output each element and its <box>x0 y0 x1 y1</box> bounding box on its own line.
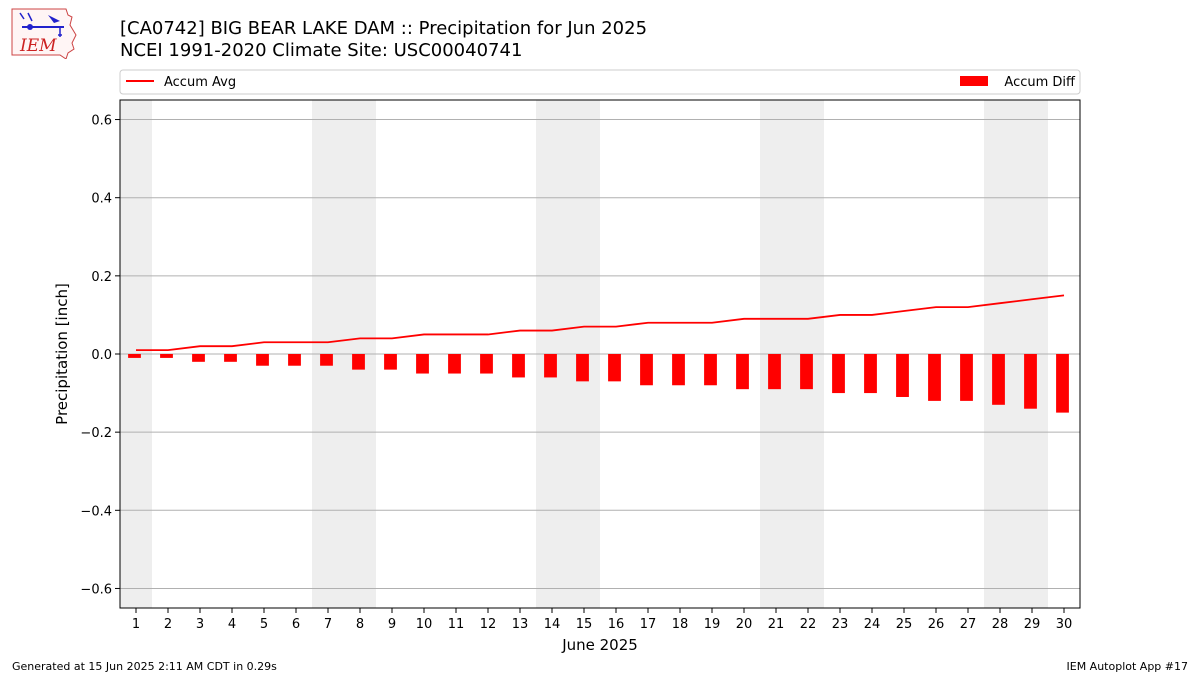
bar-accum-diff <box>960 354 973 401</box>
x-tick-label: 24 <box>864 617 881 632</box>
bar-accum-diff <box>512 354 525 378</box>
bar-accum-diff <box>800 354 813 390</box>
x-tick-label: 9 <box>388 617 396 632</box>
y-axis-ticks: −0.6 −0.4 −0.2 0.0 0.2 0.4 0.6 <box>80 114 120 597</box>
bar-accum-diff <box>480 354 493 374</box>
bar-accum-diff <box>384 354 397 370</box>
x-tick-label: 17 <box>640 617 657 632</box>
bar-accum-diff <box>256 354 269 366</box>
y-tick-label: −0.2 <box>80 426 112 441</box>
gridlines <box>120 119 1080 589</box>
bar-accum-diff <box>192 354 205 362</box>
bar-accum-diff <box>608 354 621 382</box>
y-tick-label: −0.4 <box>80 504 112 519</box>
legend: Accum Avg Accum Diff <box>119 69 1081 95</box>
x-tick-label: 23 <box>832 617 849 632</box>
x-tick-label: 21 <box>768 617 785 632</box>
y-tick-label: 0.0 <box>91 348 112 363</box>
bar-accum-diff <box>896 354 909 397</box>
bar-accum-diff <box>224 354 237 362</box>
bar-accum-diff <box>736 354 749 390</box>
bar-accum-diff <box>352 354 365 370</box>
bar-accum-diff <box>576 354 589 382</box>
logo-wordmark: IEM <box>19 36 57 56</box>
accum-avg-line <box>136 294 1065 351</box>
x-tick-label: 2 <box>164 617 172 632</box>
x-axis-ticks: 1 2 3 4 5 6 7 8 9 10 11 12 13 14 15 16 17 18 19 20 21 22 23 24 2… <box>132 608 1072 632</box>
x-tick-label: 3 <box>196 617 204 632</box>
x-tick-label: 18 <box>672 617 689 632</box>
x-tick-label: 19 <box>704 617 721 632</box>
legend-swatch-accum-diff <box>960 76 988 86</box>
bar-accum-diff <box>288 354 301 366</box>
bar-accum-diff <box>928 354 941 401</box>
x-tick-label: 26 <box>928 617 945 632</box>
bar-accum-diff <box>160 354 173 358</box>
bar-accum-diff <box>1056 354 1069 413</box>
x-tick-label: 25 <box>896 617 913 632</box>
x-tick-label: 30 <box>1056 617 1073 632</box>
bar-accum-diff <box>832 354 845 394</box>
bar-accum-diff <box>992 354 1005 405</box>
footer-app: IEM Autoplot App #17 <box>1066 660 1189 673</box>
bar-accum-diff <box>864 354 877 394</box>
bar-accum-diff <box>672 354 685 386</box>
legend-label-accum-avg: Accum Avg <box>164 75 236 90</box>
chart-title-line2: NCEI 1991-2020 Climate Site: USC00040741 <box>120 40 523 61</box>
bar-accum-diff <box>768 354 781 390</box>
x-tick-label: 16 <box>608 617 625 632</box>
x-tick-label: 22 <box>800 617 817 632</box>
chart-title-line1: [CA0742] BIG BEAR LAKE DAM :: Precipitat… <box>120 18 648 39</box>
x-tick-label: 29 <box>1024 617 1041 632</box>
x-tick-label: 28 <box>992 617 1009 632</box>
bar-accum-diff <box>448 354 461 374</box>
x-tick-label: 10 <box>416 617 433 632</box>
bar-accum-diff <box>640 354 653 386</box>
accum-diff-bars <box>128 354 1069 413</box>
bar-accum-diff <box>320 354 333 366</box>
x-tick-label: 7 <box>324 617 332 632</box>
bar-accum-diff <box>128 354 141 358</box>
x-tick-label: 15 <box>576 617 593 632</box>
x-tick-label: 6 <box>292 617 300 632</box>
x-tick-label: 27 <box>960 617 977 632</box>
line-accum-avg <box>136 294 1065 351</box>
x-tick-label: 20 <box>736 617 753 632</box>
x-tick-label: 5 <box>260 617 268 632</box>
bar-accum-diff <box>1024 354 1037 409</box>
bar-accum-diff <box>544 354 557 378</box>
x-axis-label: June 2025 <box>561 636 638 654</box>
bar-accum-diff <box>416 354 429 374</box>
x-tick-label: 11 <box>448 617 465 632</box>
x-tick-label: 1 <box>132 617 140 632</box>
x-tick-label: 4 <box>228 617 236 632</box>
x-tick-label: 8 <box>356 617 364 632</box>
x-tick-label: 13 <box>512 617 529 632</box>
bar-accum-diff <box>704 354 717 386</box>
x-tick-label: 12 <box>480 617 497 632</box>
x-tick-label: 14 <box>544 617 561 632</box>
y-axis-label: Precipitation [inch] <box>53 283 71 425</box>
y-tick-label: −0.6 <box>80 582 112 597</box>
y-tick-label: 0.4 <box>91 192 112 207</box>
legend-box <box>119 69 1081 95</box>
y-tick-label: 0.2 <box>91 270 112 285</box>
legend-label-accum-diff: Accum Diff <box>1004 75 1076 90</box>
y-tick-label: 0.6 <box>91 114 112 129</box>
footer-generated: Generated at 15 Jun 2025 2:11 AM CDT in … <box>12 660 277 673</box>
iem-logo: IEM <box>11 8 77 59</box>
